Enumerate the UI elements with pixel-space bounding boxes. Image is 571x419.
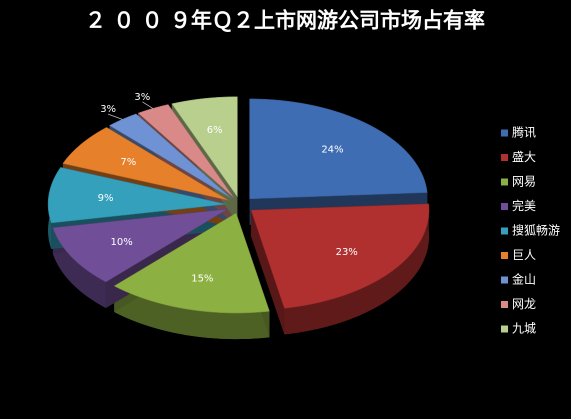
slice — [171, 96, 238, 198]
slice — [249, 98, 428, 200]
legend-label: 九城 — [512, 322, 536, 336]
data-label: 9% — [98, 193, 114, 204]
legend-swatch — [501, 154, 508, 161]
leader-line — [142, 101, 154, 109]
slice-side — [52, 227, 106, 308]
slice — [62, 127, 229, 201]
data-label: 3% — [134, 92, 150, 103]
slice-side — [114, 285, 270, 340]
legend-label: 盛大 — [512, 149, 536, 164]
legend-swatch — [501, 325, 508, 333]
legend-label: 腾讯 — [512, 125, 536, 140]
leader-line — [107, 113, 123, 120]
slice — [47, 167, 227, 224]
data-label: 7% — [120, 157, 136, 168]
legend-swatch — [501, 276, 508, 284]
legend-label: 网龙 — [512, 297, 536, 311]
pie: 24% 23% 15% 10% 9% 7% 3% 3% 6% — [47, 92, 430, 340]
legend-label: 巨人 — [512, 248, 536, 262]
legend-swatch — [501, 178, 508, 186]
slice — [113, 212, 270, 314]
data-label: 24% — [321, 144, 343, 155]
data-label: 15% — [191, 273, 213, 284]
chart-title: ２ ０ ０ ９年Ｑ２上市网游公司市场占有率 — [85, 8, 485, 33]
legend-swatch — [501, 227, 508, 235]
slice — [109, 113, 232, 199]
legend-swatch — [501, 252, 508, 259]
legend-swatch — [501, 203, 508, 210]
legend-swatch — [501, 301, 508, 308]
data-label: 10% — [111, 237, 133, 248]
legend-label: 完美 — [512, 198, 536, 213]
slice — [250, 203, 430, 309]
slice-side — [251, 210, 285, 335]
legend-label: 金山 — [512, 272, 536, 287]
legend-label: 网易 — [512, 175, 536, 189]
slice-side — [284, 203, 430, 335]
legend-label: 搜狐畅游 — [512, 223, 560, 238]
data-label: 23% — [336, 247, 358, 258]
data-label: 3% — [100, 104, 116, 115]
data-label: 6% — [207, 125, 223, 136]
legend-swatch — [501, 129, 508, 137]
slice — [52, 208, 228, 283]
slice — [137, 104, 234, 198]
